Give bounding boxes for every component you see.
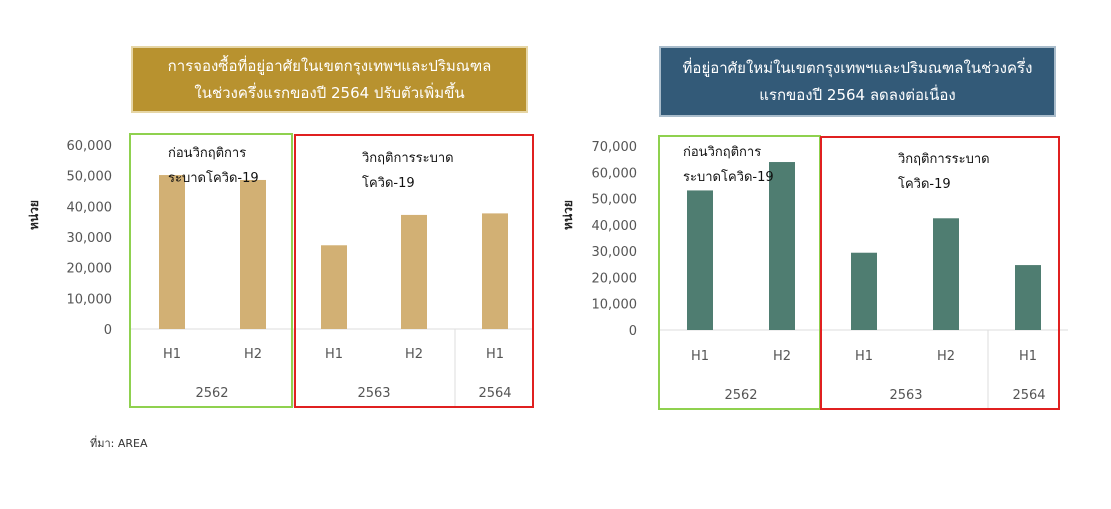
title-line: การจองซื้อที่อยู่อาศัยในเขตกรุงเทพฯและปร… xyxy=(167,56,492,75)
y-tick-label: 30,000 xyxy=(67,231,113,246)
y-tick-label: 60,000 xyxy=(67,139,113,154)
covid-crisis-annotation: วิกฤติการระบาด xyxy=(361,151,453,166)
y-tick-label: 40,000 xyxy=(592,219,638,234)
bar xyxy=(321,245,347,329)
x-category-label: H1 xyxy=(1019,349,1037,364)
x-year-label: 2562 xyxy=(724,388,757,403)
chart-title-right: ที่อยู่อาศัยใหม่ในเขตกรุงเทพฯและปริมณฑลใ… xyxy=(659,46,1056,117)
y-tick-label: 10,000 xyxy=(592,298,638,313)
covid-crisis-box xyxy=(294,134,534,408)
bar xyxy=(401,214,427,329)
pre-covid-annotation: ก่อนวิกฤติการ xyxy=(683,145,761,160)
y-tick-label: 30,000 xyxy=(592,245,638,260)
y-tick-label: 60,000 xyxy=(592,166,638,181)
bar xyxy=(933,218,959,330)
bar xyxy=(240,179,266,329)
x-category-label: H2 xyxy=(773,349,791,364)
x-year-label: 2563 xyxy=(889,388,922,403)
y-tick-label: 50,000 xyxy=(592,193,638,208)
x-category-label: H2 xyxy=(405,347,423,362)
x-category-label: H1 xyxy=(691,349,709,364)
x-category-label: H2 xyxy=(937,349,955,364)
y-tick-label: 70,000 xyxy=(592,140,638,155)
title-line: ในช่วงครึ่งแรกของปี 2564 ปรับตัวเพิ่มขึ้… xyxy=(194,83,465,102)
title-line: ที่อยู่อาศัยใหม่ในเขตกรุงเทพฯและปริมณฑลใ… xyxy=(682,58,1033,77)
covid-crisis-box xyxy=(820,136,1060,410)
y-axis-label: หน่วย xyxy=(27,200,41,230)
x-category-label: H1 xyxy=(325,347,343,362)
bar xyxy=(482,213,508,329)
y-tick-label: 0 xyxy=(104,323,112,338)
x-category-label: H1 xyxy=(163,347,181,362)
covid-crisis-annotation: โควิด-19 xyxy=(898,176,951,192)
x-category-label: H2 xyxy=(244,347,262,362)
pre-covid-annotation: ระบาดโควิด-19 xyxy=(168,170,259,186)
x-year-label: 2564 xyxy=(1012,388,1045,403)
chart-title-left: การจองซื้อที่อยู่อาศัยในเขตกรุงเทพฯและปร… xyxy=(131,46,528,113)
bar xyxy=(851,252,877,330)
y-axis-label: หน่วย xyxy=(561,200,575,230)
pre-covid-box xyxy=(129,133,293,408)
bar xyxy=(769,162,795,330)
pre-covid-annotation: ก่อนวิกฤติการ xyxy=(168,146,246,161)
bar xyxy=(687,190,713,330)
y-tick-label: 40,000 xyxy=(67,200,113,215)
y-tick-label: 50,000 xyxy=(67,170,113,185)
y-tick-label: 10,000 xyxy=(67,292,113,307)
covid-crisis-annotation: วิกฤติการระบาด xyxy=(897,152,989,167)
covid-crisis-annotation: โควิด-19 xyxy=(362,175,415,191)
title-line: แรกของปี 2564 ลดลงต่อเนื่อง xyxy=(759,85,956,104)
y-tick-label: 20,000 xyxy=(592,271,638,286)
x-category-label: H1 xyxy=(855,349,873,364)
y-tick-label: 0 xyxy=(629,324,637,339)
x-category-label: H1 xyxy=(486,347,504,362)
x-year-label: 2563 xyxy=(357,386,390,401)
bar xyxy=(1015,265,1041,330)
x-year-label: 2562 xyxy=(195,386,228,401)
bar xyxy=(159,175,185,329)
x-year-label: 2564 xyxy=(478,386,511,401)
y-tick-label: 20,000 xyxy=(67,262,113,277)
source-note: ที่มา: AREA xyxy=(90,437,148,450)
pre-covid-annotation: ระบาดโควิด-19 xyxy=(683,169,774,185)
